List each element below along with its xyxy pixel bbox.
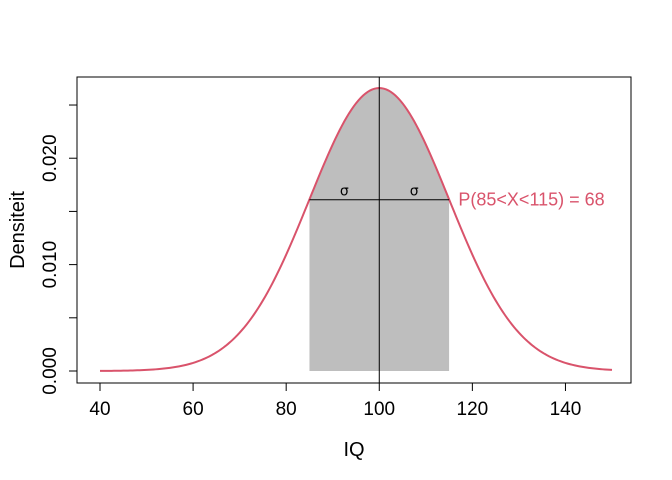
sigma-label: σ — [340, 184, 349, 200]
x-tick-label: 80 — [276, 399, 297, 420]
x-tick-label: 40 — [89, 399, 110, 420]
y-axis-title: Densiteit — [7, 191, 29, 269]
x-axis: 40 60 80 100 120 140 — [89, 382, 582, 420]
y-tick-label: 0.000 — [40, 347, 61, 395]
annotation-layer: σ σ P(85<X<115) = 68 — [340, 184, 605, 210]
density-curve — [99, 87, 613, 372]
sigma-label: σ — [410, 184, 419, 200]
y-axis: 0.000 0.010 0.020 — [40, 104, 78, 395]
probability-annotation: P(85<X<115) = 68 — [458, 190, 604, 210]
x-axis-title: IQ — [343, 439, 364, 461]
x-tick-label: 120 — [457, 399, 489, 420]
y-tick-label: 0.020 — [40, 134, 61, 182]
density-curve-layer — [99, 87, 613, 372]
y-tick-label: 0.010 — [40, 241, 61, 289]
reference-lines-layer — [309, 77, 450, 383]
x-tick-label: 140 — [550, 399, 582, 420]
x-tick-label: 60 — [183, 399, 204, 420]
x-tick-label: 100 — [363, 399, 395, 420]
